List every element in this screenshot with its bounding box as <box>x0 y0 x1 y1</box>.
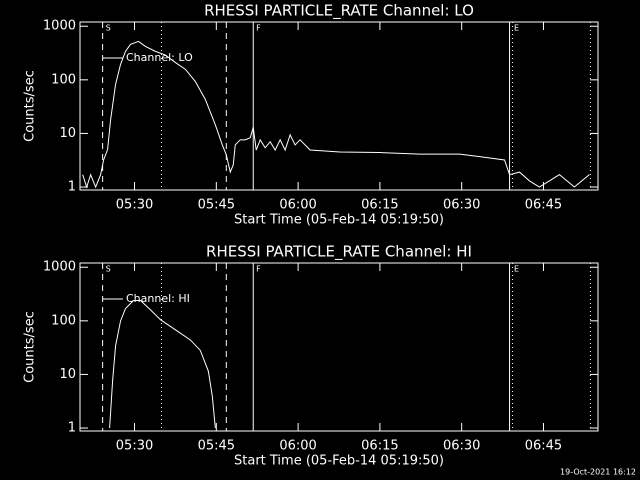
y-tick-label: 1 <box>68 421 76 436</box>
x-tick-label: 06:00 <box>279 198 316 213</box>
x-tick-label: 05:45 <box>198 439 235 454</box>
x-tick-label: 06:30 <box>443 439 480 454</box>
y-tick-label: 10 <box>59 126 76 141</box>
y-axis-label: Counts/sec <box>23 311 38 383</box>
x-tick-label: 06:00 <box>279 439 316 454</box>
plot-frame <box>79 21 599 191</box>
chart-title: RHESSI PARTICLE_RATE Channel: HI <box>206 243 472 262</box>
time-marker-label: S <box>106 265 111 274</box>
footer: 19-Oct-2021 16:12 <box>560 468 636 477</box>
y-tick-label: 1000 <box>43 19 76 34</box>
y-tick-label: 100 <box>51 313 76 328</box>
y-tick-label: 1000 <box>43 260 76 275</box>
legend-label: Channel: HI <box>126 292 190 305</box>
y-axis-label: Counts/sec <box>23 70 38 142</box>
y-tick-label: 10 <box>59 367 76 382</box>
x-tick-label: 06:15 <box>361 198 398 213</box>
chart-title: RHESSI PARTICLE_RATE Channel: LO <box>204 2 474 21</box>
x-tick-label: 05:30 <box>116 198 153 213</box>
x-tick-label: 05:45 <box>198 198 235 213</box>
time-marker-label: E <box>514 265 519 274</box>
time-marker-label: S <box>106 24 111 33</box>
x-tick-label: 06:15 <box>361 439 398 454</box>
time-marker-label: E <box>514 24 519 33</box>
data-line <box>109 299 216 429</box>
data-line <box>82 40 590 189</box>
y-tick-label: 1 <box>68 180 76 195</box>
legend-label: Channel: LO <box>126 51 193 64</box>
x-tick-label: 06:45 <box>525 439 562 454</box>
x-tick-label: 06:30 <box>443 198 480 213</box>
x-axis-label: Start Time (05-Feb-14 05:19:50) <box>234 454 444 469</box>
plot-frame <box>79 262 599 432</box>
x-tick-label: 05:30 <box>116 439 153 454</box>
time-marker-label: F <box>256 265 261 274</box>
y-tick-label: 100 <box>51 72 76 87</box>
x-tick-label: 06:45 <box>525 198 562 213</box>
time-marker-label: F <box>256 24 261 33</box>
x-axis-label: Start Time (05-Feb-14 05:19:50) <box>234 213 444 228</box>
